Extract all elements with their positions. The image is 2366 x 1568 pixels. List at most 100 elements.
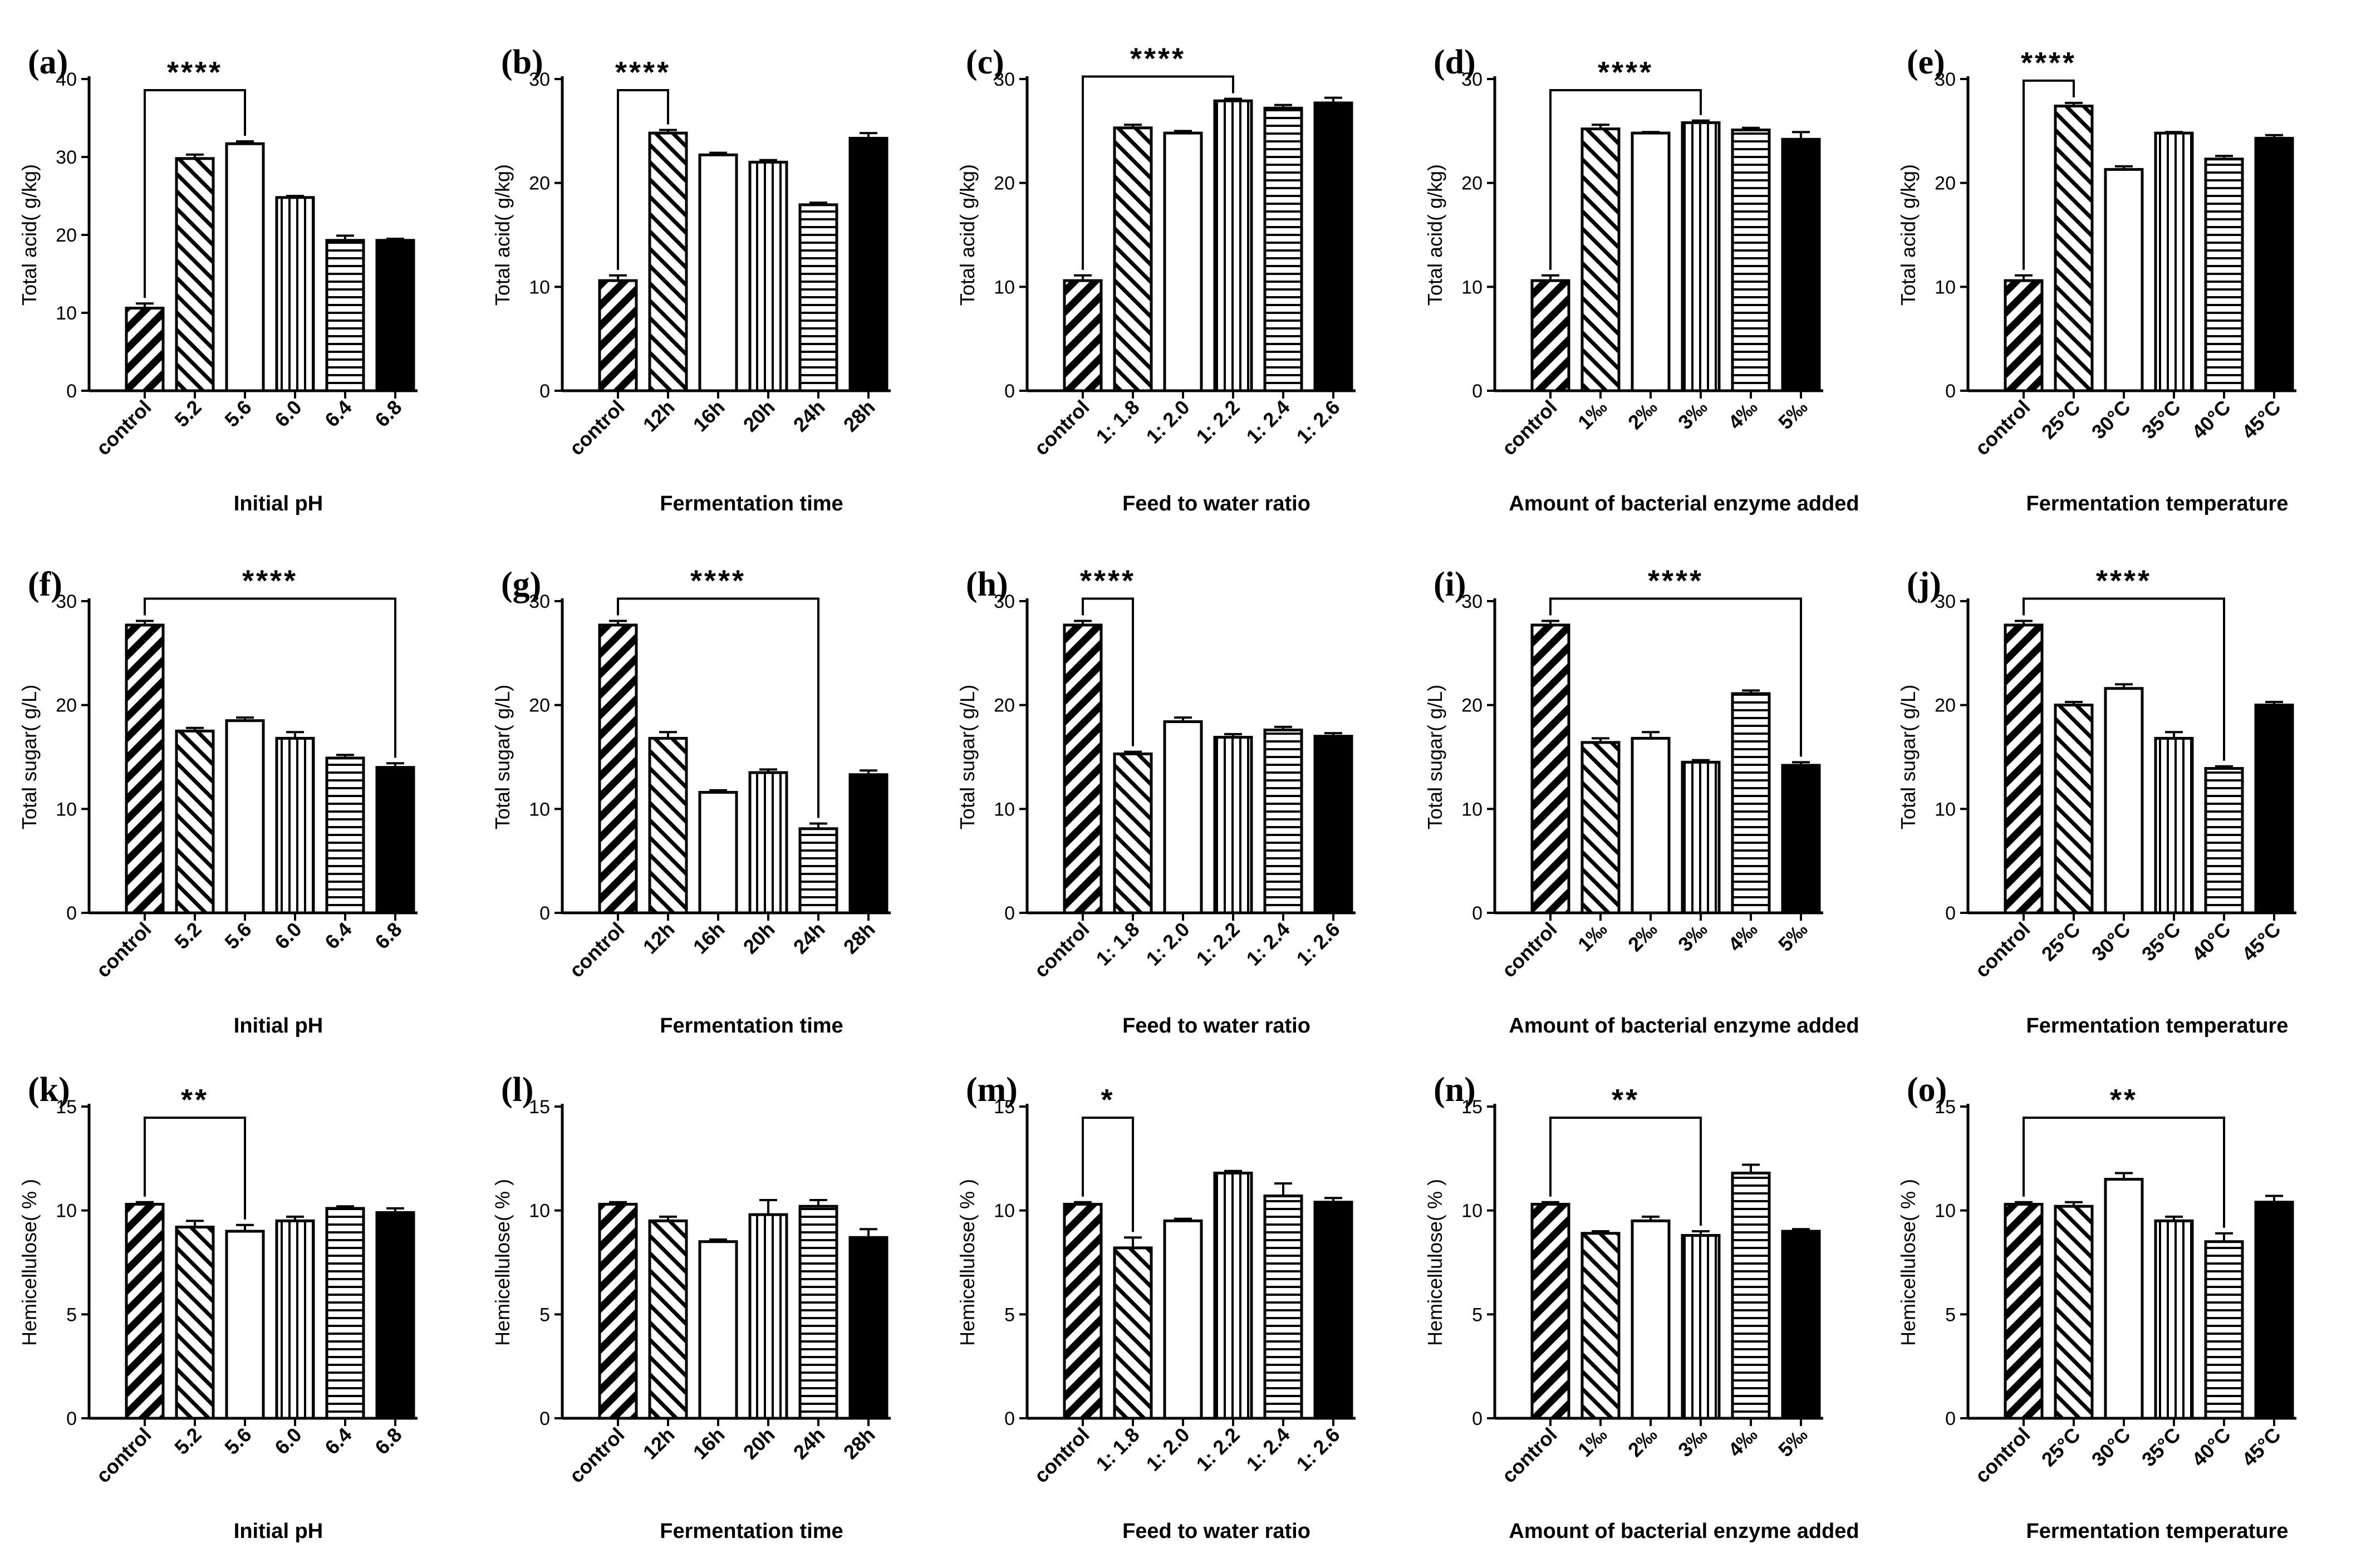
panel-label: (k) bbox=[28, 1071, 70, 1109]
y-tick-label: 0 bbox=[1945, 1408, 1956, 1429]
bar bbox=[2204, 767, 2244, 915]
y-tick-label: 10 bbox=[1461, 277, 1483, 298]
bar bbox=[598, 623, 638, 915]
category-label: 1: 2.0 bbox=[1142, 918, 1194, 970]
y-tick-label: 10 bbox=[529, 1201, 550, 1222]
bar bbox=[375, 1211, 415, 1420]
y-tick-label: 0 bbox=[1472, 903, 1483, 924]
x-axis-title: Feed to water ratio bbox=[1122, 492, 1310, 515]
category-label: 2‰ bbox=[1623, 918, 1662, 956]
panel-label: (g) bbox=[501, 566, 541, 603]
bar bbox=[375, 239, 415, 392]
y-tick-label: 20 bbox=[56, 225, 77, 246]
y-tick-label: 30 bbox=[56, 147, 77, 168]
significance-bracket bbox=[144, 597, 396, 758]
bar bbox=[748, 1213, 788, 1420]
bar bbox=[698, 790, 738, 915]
category-label: 24h bbox=[789, 918, 829, 959]
category-label: control bbox=[1029, 918, 1093, 982]
bar bbox=[1263, 1195, 1303, 1420]
y-tick-label: 30 bbox=[56, 591, 77, 612]
bar bbox=[325, 756, 365, 915]
bar bbox=[798, 827, 838, 915]
panel-label: (j) bbox=[1907, 566, 1941, 603]
category-label: 12h bbox=[639, 1423, 679, 1464]
bar bbox=[1313, 1201, 1353, 1420]
chart-panel-n: (n) 0 5 10 15 Hemicellulose( % ) control 1‰ 2‰ 3‰… bbox=[1423, 1071, 1859, 1543]
category-label: 1: 2.0 bbox=[1142, 396, 1194, 448]
y-tick-label: 20 bbox=[56, 695, 77, 716]
bar bbox=[1681, 121, 1721, 392]
bar bbox=[1781, 764, 1821, 915]
chart-panel-f: (f) 0 10 20 30 Total sugar( g/L) control 5.2 5.6… bbox=[18, 564, 418, 1038]
y-axis-title: Hemicellulose( % ) bbox=[956, 1179, 979, 1346]
category-label: 3‰ bbox=[1673, 918, 1712, 956]
significance-bracket bbox=[1082, 1117, 1134, 1232]
bar bbox=[1113, 752, 1153, 915]
category-label: control bbox=[91, 1423, 155, 1487]
category-label: 30°C bbox=[2087, 918, 2135, 966]
y-tick-label: 30 bbox=[1461, 591, 1483, 612]
panel-label: (i) bbox=[1434, 566, 1466, 603]
bar bbox=[1530, 279, 1570, 392]
y-tick-label: 15 bbox=[56, 1097, 77, 1118]
bar bbox=[1163, 720, 1203, 915]
bar bbox=[1631, 736, 1671, 915]
y-tick-label: 15 bbox=[1935, 1097, 1956, 1118]
bar bbox=[2104, 168, 2144, 392]
category-label: 24h bbox=[789, 1423, 829, 1464]
significance-bracket bbox=[2023, 597, 2225, 761]
category-label: 1‰ bbox=[1573, 1423, 1612, 1462]
panel-label: (l) bbox=[501, 1071, 534, 1109]
bar bbox=[1731, 692, 1771, 915]
significance-label: **** bbox=[1598, 56, 1653, 89]
category-label: 1: 2.2 bbox=[1192, 1423, 1244, 1476]
bar bbox=[648, 1219, 688, 1420]
y-tick-label: 20 bbox=[994, 695, 1015, 716]
bar bbox=[698, 153, 738, 392]
x-axis-title: Fermentation temperature bbox=[2026, 1014, 2289, 1038]
x-axis-title: Amount of bacterial enzyme added bbox=[1509, 1520, 1859, 1543]
y-tick-label: 20 bbox=[994, 173, 1015, 194]
category-label: 6.8 bbox=[370, 918, 406, 953]
chart-panel-o: (o) 0 5 10 15 Hemicellulose( % ) control 25°C 30… bbox=[1897, 1071, 2296, 1543]
y-tick-label: 10 bbox=[994, 1201, 1015, 1222]
y-tick-label: 40 bbox=[56, 69, 77, 90]
category-label: 30°C bbox=[2087, 396, 2135, 444]
category-label: control bbox=[91, 396, 155, 460]
bar bbox=[1681, 1233, 1721, 1420]
significance-bracket bbox=[144, 89, 246, 298]
y-tick-label: 5 bbox=[1472, 1304, 1483, 1325]
bar bbox=[1063, 1202, 1103, 1420]
y-tick-label: 10 bbox=[994, 799, 1015, 820]
y-tick-label: 30 bbox=[1935, 69, 1956, 90]
category-label: 28h bbox=[839, 1423, 880, 1464]
category-label: 5‰ bbox=[1774, 918, 1812, 956]
bar bbox=[125, 307, 165, 392]
category-label: control bbox=[1970, 396, 2034, 460]
y-tick-label: 10 bbox=[994, 277, 1015, 298]
category-label: control bbox=[564, 1423, 629, 1487]
chart-panel-e: (e) 0 10 20 30 Total acid( g/kg) control 25°C 30… bbox=[1897, 43, 2296, 515]
panel-label: (m) bbox=[966, 1071, 1018, 1109]
significance-label: **** bbox=[1648, 564, 1704, 597]
significance-label: **** bbox=[242, 564, 298, 597]
y-tick-label: 15 bbox=[1461, 1097, 1483, 1118]
x-axis-title: Fermentation time bbox=[660, 492, 843, 515]
y-tick-label: 10 bbox=[529, 799, 550, 820]
bar bbox=[175, 729, 215, 915]
y-axis-title: Total acid( g/kg) bbox=[956, 164, 979, 306]
bar bbox=[2104, 687, 2144, 915]
category-label: 1: 2.2 bbox=[1192, 918, 1244, 970]
category-label: 28h bbox=[839, 918, 880, 959]
y-tick-label: 10 bbox=[56, 799, 77, 820]
bar bbox=[598, 279, 638, 392]
bar bbox=[1731, 128, 1771, 392]
bar bbox=[1681, 760, 1721, 915]
category-label: 28h bbox=[839, 396, 880, 436]
significance-bracket bbox=[144, 1117, 246, 1220]
x-axis-title: Initial pH bbox=[234, 1014, 323, 1038]
panel-label: (o) bbox=[1907, 1071, 1947, 1109]
y-tick-label: 5 bbox=[66, 1304, 77, 1325]
bar bbox=[1313, 735, 1353, 915]
